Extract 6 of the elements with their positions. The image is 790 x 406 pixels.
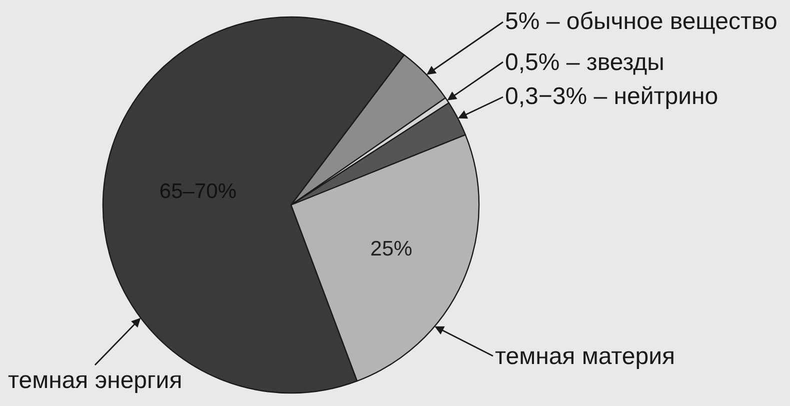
slice-label: темная энергия [8,367,182,394]
slice-label: темная материя [495,343,675,370]
slice-label: 0,3−3% – нейтрино [505,83,718,110]
slice-label: 5% – обычное вещество [505,8,778,35]
slice-label: 0,5% – звезды [505,49,664,76]
data-label: 25% [370,238,412,261]
